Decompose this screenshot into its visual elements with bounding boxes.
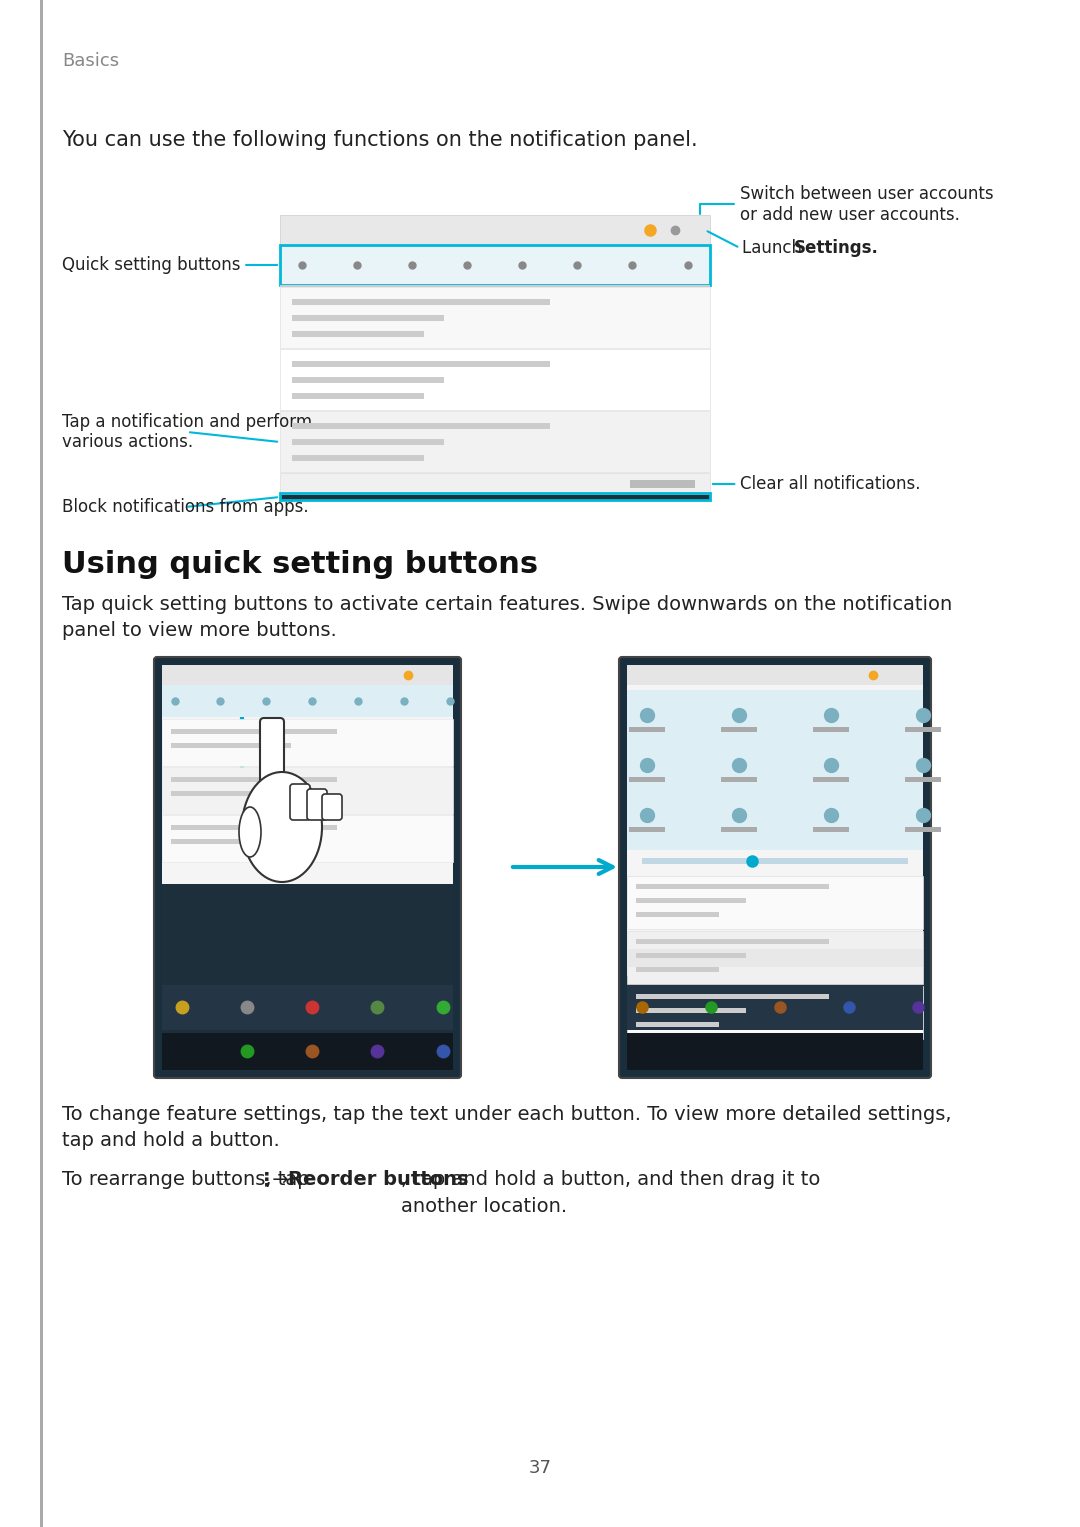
Bar (636, 912, 719, 918)
Bar (40, 0, 43, 1527)
Bar (629, 727, 665, 731)
Bar (636, 939, 829, 944)
Text: , tap and hold a button, and then drag it to
another location.: , tap and hold a button, and then drag i… (401, 1170, 821, 1215)
Bar (636, 884, 829, 889)
Bar (162, 884, 453, 1075)
Bar (627, 1032, 923, 1070)
Text: Reorder buttons: Reorder buttons (288, 1170, 469, 1190)
Bar (162, 719, 453, 767)
Bar (292, 455, 424, 461)
Bar (162, 985, 453, 1031)
Bar (280, 495, 710, 499)
FancyBboxPatch shape (154, 657, 461, 1078)
Text: Block notifications from apps.: Block notifications from apps. (62, 498, 309, 516)
Bar (905, 777, 941, 782)
Bar (813, 777, 849, 782)
Bar (636, 953, 746, 957)
Bar (280, 493, 710, 499)
Bar (905, 727, 941, 731)
Bar (171, 744, 292, 748)
Bar (636, 898, 746, 902)
Text: Tap a notification and perform
various actions.: Tap a notification and perform various a… (62, 412, 312, 452)
Bar (629, 777, 665, 782)
Text: To change feature settings, tap the text under each button. To view more detaile: To change feature settings, tap the text… (62, 1106, 951, 1150)
Text: You can use the following functions on the notification panel.: You can use the following functions on t… (62, 130, 698, 150)
Text: Using quick setting buttons: Using quick setting buttons (62, 550, 538, 579)
Text: ⋮: ⋮ (257, 1170, 276, 1190)
Bar (627, 664, 923, 686)
Text: 37: 37 (528, 1458, 552, 1477)
Bar (721, 828, 757, 832)
Bar (642, 858, 908, 864)
Bar (171, 825, 337, 831)
Bar (292, 392, 424, 399)
FancyBboxPatch shape (291, 783, 310, 820)
Bar (280, 473, 710, 495)
Bar (636, 1022, 719, 1028)
Bar (292, 360, 550, 366)
Bar (292, 331, 424, 337)
Bar (280, 215, 710, 244)
Text: Quick setting buttons: Quick setting buttons (62, 257, 278, 273)
FancyBboxPatch shape (307, 789, 327, 820)
Ellipse shape (239, 806, 261, 857)
Bar (292, 315, 444, 321)
Bar (171, 838, 292, 844)
Bar (171, 728, 337, 734)
Bar (627, 985, 923, 1031)
FancyBboxPatch shape (260, 718, 284, 786)
FancyBboxPatch shape (619, 657, 931, 1078)
Text: Clear all notifications.: Clear all notifications. (713, 475, 920, 493)
Bar (627, 664, 923, 976)
Bar (292, 299, 550, 305)
Bar (162, 664, 453, 884)
Text: Launch: Launch (742, 240, 807, 257)
Bar (813, 727, 849, 731)
Bar (721, 727, 757, 731)
Bar (162, 767, 453, 814)
Bar (721, 777, 757, 782)
Bar (627, 876, 923, 928)
Bar (280, 286, 710, 287)
Bar (162, 686, 453, 718)
Text: Tap quick setting buttons to activate certain features. Swipe downwards on the n: Tap quick setting buttons to activate ce… (62, 596, 953, 640)
Bar (292, 377, 444, 383)
Bar (813, 828, 849, 832)
Bar (627, 931, 923, 983)
Bar (905, 828, 941, 832)
Bar (627, 690, 923, 851)
Bar (280, 411, 710, 472)
Bar (162, 1032, 453, 1070)
Bar (630, 479, 696, 489)
Bar (636, 1008, 746, 1012)
Text: To rearrange buttons, tap: To rearrange buttons, tap (62, 1170, 315, 1190)
Bar (162, 815, 453, 863)
Bar (636, 967, 719, 973)
Bar (627, 948, 923, 967)
Bar (171, 791, 292, 796)
Text: →: → (266, 1170, 295, 1190)
Bar (292, 438, 444, 444)
Bar (280, 287, 710, 348)
Text: Switch between user accounts
or add new user accounts.: Switch between user accounts or add new … (700, 185, 994, 224)
Bar (280, 244, 710, 286)
Bar (280, 350, 710, 411)
Bar (627, 986, 923, 1038)
Bar (171, 777, 337, 782)
Text: Settings.: Settings. (794, 240, 879, 257)
Text: Basics: Basics (62, 52, 119, 70)
Bar (629, 828, 665, 832)
Bar (292, 423, 550, 429)
Bar (636, 994, 829, 999)
Ellipse shape (242, 773, 322, 883)
Bar (162, 664, 453, 686)
Bar (627, 976, 923, 1070)
FancyBboxPatch shape (322, 794, 342, 820)
